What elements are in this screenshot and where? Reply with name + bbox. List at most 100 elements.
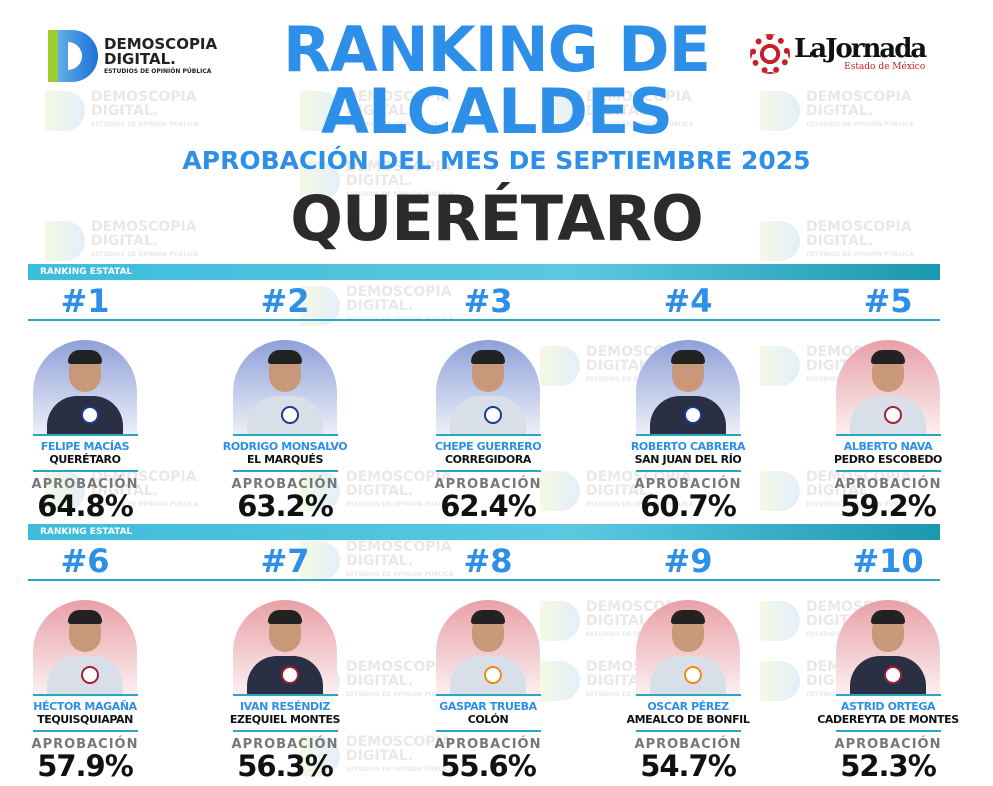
mc-morena-logo-icon	[484, 666, 502, 684]
divider	[32, 730, 138, 732]
rank-number: #8	[463, 542, 513, 580]
mayor-photo	[33, 600, 137, 694]
watermark-tagline: ESTUDIOS DE OPINIÓN PÚBLICA	[91, 501, 199, 508]
approval-value: 64.8%	[37, 489, 134, 523]
approval-label: APROBACIÓN	[434, 477, 542, 492]
watermark-text: DIGITAL.	[346, 553, 414, 569]
approval-label: APROBACIÓN	[231, 477, 339, 492]
mayor-photo	[636, 600, 740, 694]
watermark-d-icon	[760, 91, 800, 131]
la-jornada-logo: LaJornada Estado de México	[750, 34, 927, 74]
approval-value: 55.6%	[440, 749, 537, 783]
mayor-card: #10 ASTRID ORTEGA CADEREYTA DE MONTES AP…	[788, 542, 988, 781]
watermark-d-icon	[45, 221, 85, 261]
divider	[835, 730, 941, 732]
mayor-photo	[436, 600, 540, 694]
divider	[32, 694, 138, 696]
approval-label: APROBACIÓN	[231, 737, 339, 752]
approval-label: APROBACIÓN	[834, 737, 942, 752]
watermark-text: DEMOSCOPIA	[91, 219, 197, 235]
logo-tagline: ESTUDIOS DE OPINIÓN PÚBLICA	[104, 67, 212, 75]
mayor-card: #2 RODRIGO MONSALVO EL MARQUÉS APROBACIÓ…	[185, 282, 385, 521]
mayor-card: #5 ALBERTO NAVA PEDRO ESCOBEDO APROBACIÓ…	[788, 282, 988, 523]
watermark-d-icon	[45, 471, 85, 511]
pan-logo-icon	[281, 406, 299, 424]
municipality: AMEALCO DE BONFIL	[626, 713, 750, 726]
watermark-tagline: ESTUDIOS DE OPINIÓN PÚBLICA	[586, 121, 694, 128]
watermark-tagline: ESTUDIOS DE OPINIÓN PÚBLICA	[346, 501, 454, 508]
watermark-tagline: ESTUDIOS DE OPINIÓN PÚBLICA	[346, 766, 454, 773]
watermark-text: DIGITAL.	[346, 673, 414, 689]
watermark-d-icon	[300, 471, 340, 511]
divider	[435, 434, 541, 436]
rank-number: #7	[260, 542, 310, 580]
mayor-name: CHEPE GUERRERO	[434, 440, 542, 453]
municipality: PEDRO ESCOBEDO	[834, 453, 942, 466]
approval-value: 57.9%	[37, 749, 134, 783]
rank-number: #2	[260, 282, 310, 320]
watermark-text: DEMOSCOPIA	[806, 469, 912, 485]
watermark-text: DEMOSCOPIA	[346, 659, 452, 675]
watermark-tagline: ESTUDIOS DE OPINIÓN PÚBLICA	[346, 121, 454, 128]
divider	[232, 434, 338, 436]
sun-icon	[750, 34, 790, 74]
approval-label: APROBACIÓN	[31, 737, 139, 752]
watermark-text: DIGITAL.	[586, 358, 654, 374]
municipality: CORREGIDORA	[444, 453, 532, 466]
watermark-text: DEMOSCOPIA	[586, 89, 692, 105]
watermark-d-icon	[300, 161, 340, 201]
logo-line2: DIGITAL.	[104, 49, 176, 68]
watermark-d-icon	[540, 661, 580, 701]
mayor-name: ASTRID ORTEGA	[840, 700, 936, 713]
municipality: TEQUISQUIAPAN	[37, 713, 133, 726]
watermark-d-icon	[45, 91, 85, 131]
watermark-d-icon	[540, 346, 580, 386]
watermark-text: DEMOSCOPIA	[806, 89, 912, 105]
watermark-d-icon	[300, 541, 340, 581]
watermark-text: DIGITAL.	[346, 298, 414, 314]
approval-value: 59.2%	[840, 489, 937, 523]
divider	[232, 730, 338, 732]
watermark-text: DIGITAL.	[586, 483, 654, 499]
watermark-text: DIGITAL.	[806, 103, 874, 119]
approval-value: 60.7%	[640, 489, 737, 523]
morena-logo-icon	[884, 406, 902, 424]
divider	[635, 470, 741, 472]
divider	[635, 730, 741, 732]
mayor-card: #9 OSCAR PÉREZ AMEALCO DE BONFIL APROBAC…	[588, 542, 788, 781]
watermark-tagline: ESTUDIOS DE OPINIÓN PÚBLICA	[806, 121, 914, 128]
morena-logo-icon	[884, 666, 902, 684]
municipality: CADEREYTA DE MONTES	[817, 713, 959, 726]
watermark-tagline: ESTUDIOS DE OPINIÓN PÚBLICA	[586, 501, 694, 508]
watermark-text: DIGITAL.	[346, 103, 414, 119]
watermark-text: DEMOSCOPIA	[346, 159, 452, 175]
subtitle: APROBACIÓN DEL MES DE SEPTIEMBRE 2025	[182, 146, 811, 175]
rank-number: #1	[60, 282, 110, 320]
divider	[435, 730, 541, 732]
watermark-tagline: ESTUDIOS DE OPINIÓN PÚBLICA	[91, 121, 199, 128]
watermark-d-icon	[540, 91, 580, 131]
municipality: EL MARQUÉS	[246, 453, 323, 466]
watermark-tagline: ESTUDIOS DE OPINIÓN PÚBLICA	[91, 251, 199, 258]
watermark-tagline: ESTUDIOS DE OPINIÓN PÚBLICA	[346, 691, 454, 698]
watermark-tagline: ESTUDIOS DE OPINIÓN PÚBLICA	[806, 501, 914, 508]
divider	[32, 434, 138, 436]
divider	[435, 694, 541, 696]
approval-label: APROBACIÓN	[434, 737, 542, 752]
mayor-card: #8 GASPAR TRUEBA COLÓN APROBACIÓN 55.6%	[388, 542, 588, 783]
watermark-d-icon	[300, 91, 340, 131]
mayor-name: ALBERTO NAVA	[843, 440, 933, 453]
divider	[32, 470, 138, 472]
watermark-d-icon	[540, 471, 580, 511]
watermark-d-icon	[300, 736, 340, 776]
pan-logo-icon	[81, 406, 99, 424]
mayor-photo	[233, 340, 337, 434]
section-bar-2: RANKING ESTATAL	[28, 524, 940, 540]
mayor-card: #4 ROBERTO CABRERA SAN JUAN DEL RÍO APRO…	[588, 282, 788, 523]
mayor-photo	[836, 600, 940, 694]
